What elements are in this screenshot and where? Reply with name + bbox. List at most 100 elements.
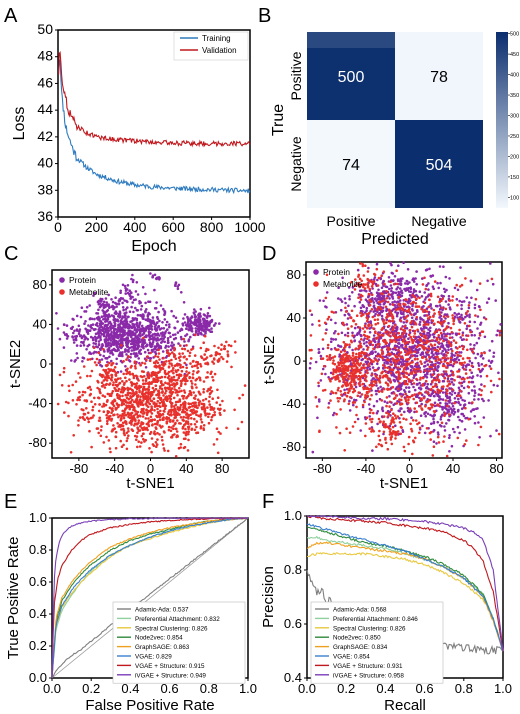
tsne-point [322, 364, 326, 368]
tsne-point [415, 345, 419, 349]
tsne-point [117, 387, 121, 391]
tsne-point [477, 398, 480, 401]
tsne-point [404, 282, 407, 285]
tsne-point [105, 301, 109, 304]
tsne-point [116, 413, 119, 416]
tsne-point [348, 343, 351, 347]
tsne-point [190, 382, 194, 385]
tsne-point [317, 398, 321, 401]
tsne-point [139, 375, 143, 378]
tsne-point [206, 371, 209, 374]
tsne-point [358, 326, 362, 329]
tsne-point [238, 396, 241, 400]
tsne-point [125, 404, 128, 407]
tsne-point [97, 299, 100, 303]
tsne-point [122, 372, 125, 376]
tsne-point [165, 323, 168, 327]
tsne-point [206, 406, 209, 409]
tsne-point [194, 316, 197, 319]
tsne-point [111, 300, 115, 304]
tsne-point [420, 351, 424, 355]
tsne-point [67, 414, 70, 418]
tsne-point [159, 385, 162, 388]
tsne-point [129, 320, 132, 324]
tsne-point [182, 317, 185, 320]
tsne-point [147, 409, 151, 413]
tsne-point [375, 384, 378, 387]
tsne-point [184, 379, 188, 383]
tsne-point [77, 324, 81, 328]
tsne-point [71, 317, 74, 321]
tsne-point [169, 418, 172, 422]
tsne-point [344, 333, 347, 337]
tsne-point [368, 331, 372, 334]
tsne-point [397, 292, 401, 295]
tsne-point [142, 331, 146, 335]
tsne-point [368, 367, 372, 371]
tsne-point [153, 401, 156, 405]
tsne-point [351, 354, 355, 357]
tsne-point [174, 455, 178, 458]
tsne-point [88, 329, 92, 333]
tsne-point [436, 431, 440, 434]
tsne-point [467, 385, 471, 389]
tsne-point [174, 316, 178, 320]
tsne-point [223, 409, 226, 412]
tsne-point [450, 444, 454, 448]
tsne-point [197, 316, 200, 319]
tsne-point [148, 447, 151, 450]
tsne-point [182, 431, 186, 434]
tsne-point [179, 344, 182, 347]
tsne-point [450, 352, 454, 355]
tsne-point [388, 319, 391, 323]
tsne-point [78, 398, 81, 402]
tsne-point [175, 427, 178, 431]
tsne-point [134, 362, 138, 365]
tsne-point [170, 341, 174, 344]
tsne-point [483, 351, 486, 355]
tsne-point [159, 304, 163, 307]
tsne-point [82, 344, 86, 347]
tsne-point [145, 308, 148, 311]
tsne-point [327, 406, 330, 409]
tsne-point [73, 360, 76, 363]
tsne-point [128, 289, 131, 293]
confusion-cell [395, 32, 483, 120]
tsne-point [395, 314, 399, 318]
tsne-point [227, 343, 231, 347]
tsne-point [144, 382, 147, 385]
tsne-point [460, 384, 464, 388]
colorbar-tick-label: 500 [510, 32, 519, 38]
tsne-point [452, 413, 456, 416]
tsne-point [147, 372, 151, 376]
tsne-point [144, 397, 147, 401]
tsne-point [431, 414, 434, 418]
tsne-point [460, 377, 464, 381]
tsne-point [340, 393, 343, 397]
tsne-point [113, 413, 116, 417]
tsne-point [381, 409, 385, 413]
tsne-d-x-tick-label: -40 [356, 461, 375, 476]
tsne-point [395, 328, 399, 331]
tsne-point [368, 415, 372, 418]
tsne-point [210, 418, 213, 422]
tsne-point [366, 357, 370, 361]
tsne-point [370, 362, 374, 366]
tsne-point [127, 401, 131, 405]
tsne-point [207, 415, 210, 419]
tsne-point [124, 376, 127, 380]
panel-letter-a: A [4, 5, 18, 27]
tsne-point [115, 345, 119, 349]
tsne-point [183, 400, 186, 404]
tsne-point [92, 328, 96, 331]
tsne-point [439, 418, 443, 421]
tsne-point [132, 342, 135, 345]
tsne-point [125, 372, 128, 376]
tsne-point [123, 333, 126, 336]
tsne-point [495, 333, 499, 337]
tsne-point [150, 405, 153, 408]
tsne-point [325, 355, 329, 358]
tsne-point [114, 383, 118, 387]
tsne-point [329, 318, 333, 322]
tsne-point [122, 416, 126, 420]
